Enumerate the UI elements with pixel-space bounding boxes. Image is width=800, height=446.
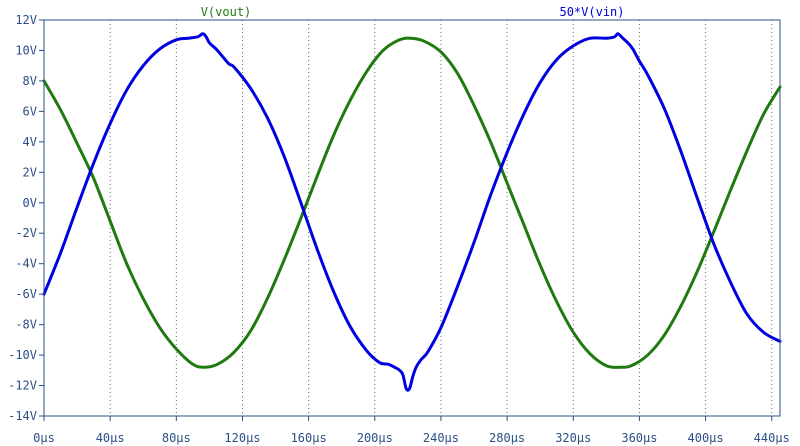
y-tick-label: -10V [8, 348, 37, 362]
y-tick-label: -2V [15, 226, 37, 240]
x-tick-label: 360µs [621, 431, 657, 445]
y-tick-label: 6V [23, 104, 37, 118]
y-tick-label: 8V [23, 74, 37, 88]
y-tick-label: -8V [15, 318, 37, 332]
series-layer [42, 32, 782, 392]
x-tick-label: 200µs [357, 431, 393, 445]
x-tick-label: 80µs [162, 431, 191, 445]
x-tick-label: 240µs [423, 431, 459, 445]
legend-label-vout: V(vout) [201, 5, 252, 19]
y-tick-label: 0V [23, 196, 37, 210]
x-tick-label: 400µs [688, 431, 724, 445]
series-line-vin [42, 32, 782, 392]
y-tick-label: 12V [15, 13, 37, 27]
x-tick-label: 280µs [489, 431, 525, 445]
y-tick-label: 2V [23, 165, 37, 179]
y-tick-label: -14V [8, 409, 37, 423]
y-tick-label: 10V [15, 43, 37, 57]
x-tick-label: 440µs [754, 431, 790, 445]
x-tick-label: 320µs [555, 431, 591, 445]
legend: V(vout) 50*V(vin) [201, 5, 625, 19]
y-tick-label: -6V [15, 287, 37, 301]
y-tick-label: -12V [8, 379, 37, 393]
y-axis: 12V 10V 8V 6V 4V 2V 0V -2V -4V -6V -8V -10V -12V -14V [8, 13, 44, 423]
x-tick-label: 120µs [224, 431, 260, 445]
x-tick-label: 0µs [33, 431, 55, 445]
series-line-vout [42, 36, 782, 369]
x-tick-label: 160µs [291, 431, 327, 445]
y-tick-label: -4V [15, 257, 37, 271]
x-axis: 0µs 40µs 80µs 120µs 160µs 200µs 240µs 280µs 320µ… [33, 416, 790, 445]
plot-frame [43, 19, 781, 417]
y-tick-label: 4V [23, 135, 37, 149]
legend-label-vin: 50*V(vin) [559, 5, 624, 19]
x-tick-label: 40µs [96, 431, 125, 445]
